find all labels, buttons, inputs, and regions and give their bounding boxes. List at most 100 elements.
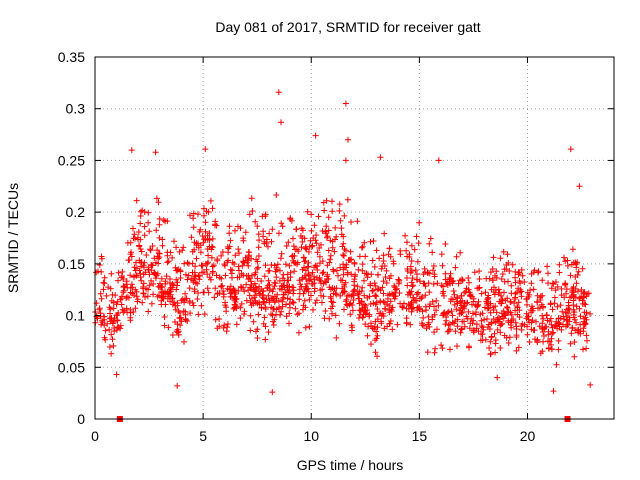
data-point bbox=[375, 285, 382, 292]
data-point bbox=[124, 284, 131, 291]
data-point bbox=[342, 279, 349, 286]
data-point bbox=[323, 234, 330, 241]
data-point bbox=[548, 285, 555, 292]
data-point bbox=[204, 285, 211, 292]
data-point bbox=[416, 219, 423, 226]
data-point bbox=[451, 301, 458, 308]
data-point bbox=[567, 146, 574, 153]
data-point bbox=[298, 283, 305, 290]
data-point bbox=[264, 282, 271, 289]
data-point bbox=[519, 272, 526, 279]
data-point bbox=[433, 297, 440, 304]
data-point bbox=[155, 283, 162, 290]
data-point bbox=[438, 342, 445, 349]
data-point bbox=[308, 243, 315, 250]
data-point bbox=[367, 238, 374, 245]
data-point bbox=[320, 199, 327, 206]
data-point bbox=[367, 280, 374, 287]
data-point bbox=[412, 267, 419, 274]
data-point bbox=[202, 260, 209, 267]
data-point bbox=[503, 304, 510, 310]
data-point bbox=[169, 295, 175, 302]
data-point bbox=[140, 284, 146, 290]
data-point bbox=[543, 323, 550, 330]
data-point bbox=[569, 246, 576, 253]
data-point bbox=[174, 326, 181, 333]
data-point bbox=[326, 315, 333, 322]
data-point bbox=[148, 262, 155, 269]
data-point bbox=[407, 263, 414, 270]
data-point bbox=[250, 300, 257, 307]
data-point bbox=[396, 290, 403, 296]
data-point bbox=[302, 267, 309, 274]
data-point bbox=[425, 280, 432, 287]
data-point bbox=[420, 314, 427, 321]
data-point bbox=[209, 205, 216, 212]
data-point bbox=[276, 305, 282, 312]
data-point bbox=[581, 300, 588, 307]
data-point bbox=[475, 328, 482, 335]
data-point bbox=[411, 246, 418, 253]
data-point bbox=[387, 298, 394, 305]
data-point bbox=[165, 324, 172, 331]
data-point bbox=[126, 257, 133, 264]
data-point bbox=[161, 314, 168, 320]
data-point bbox=[241, 288, 248, 295]
data-point bbox=[465, 308, 472, 315]
data-point bbox=[227, 283, 234, 290]
data-point bbox=[193, 255, 200, 262]
data-point bbox=[507, 299, 514, 305]
data-point bbox=[290, 287, 297, 294]
data-point bbox=[573, 264, 580, 271]
data-point bbox=[438, 251, 445, 258]
data-point bbox=[490, 254, 497, 261]
data-point bbox=[172, 306, 179, 313]
data-point bbox=[574, 259, 581, 266]
data-point bbox=[578, 286, 585, 293]
data-point bbox=[410, 294, 417, 301]
x-axis-label: GPS time / hours bbox=[297, 457, 404, 473]
data-point bbox=[342, 157, 349, 164]
data-point bbox=[162, 280, 169, 287]
data-point bbox=[103, 292, 110, 299]
data-points bbox=[92, 89, 594, 396]
data-point bbox=[315, 213, 322, 220]
data-point bbox=[221, 322, 228, 329]
data-point bbox=[248, 195, 255, 202]
data-point bbox=[332, 224, 339, 231]
data-point bbox=[511, 296, 518, 302]
data-point bbox=[487, 338, 494, 345]
data-point bbox=[579, 265, 586, 272]
data-point bbox=[348, 219, 354, 225]
data-point bbox=[123, 295, 130, 302]
data-point bbox=[141, 232, 148, 239]
data-point bbox=[390, 258, 397, 265]
data-point bbox=[255, 253, 262, 259]
data-point bbox=[224, 321, 231, 327]
data-point bbox=[349, 307, 356, 314]
y-tick-label: 0.05 bbox=[58, 359, 85, 375]
data-point bbox=[177, 322, 184, 329]
data-point bbox=[314, 249, 321, 256]
data-point bbox=[457, 249, 464, 256]
data-point bbox=[330, 290, 337, 297]
data-point bbox=[414, 258, 421, 265]
data-point bbox=[266, 267, 273, 274]
data-point bbox=[420, 322, 427, 329]
data-point bbox=[192, 279, 199, 286]
data-point bbox=[470, 295, 477, 302]
data-point bbox=[259, 291, 266, 298]
data-point bbox=[310, 306, 316, 313]
data-point bbox=[327, 295, 334, 302]
data-point bbox=[256, 290, 263, 297]
data-point bbox=[345, 136, 351, 143]
data-point bbox=[355, 266, 362, 273]
data-point bbox=[319, 299, 325, 306]
data-point bbox=[356, 253, 363, 260]
data-point bbox=[135, 229, 142, 235]
data-point bbox=[515, 269, 522, 276]
data-point bbox=[178, 297, 185, 304]
data-point bbox=[386, 275, 393, 282]
data-point bbox=[553, 361, 560, 368]
data-point bbox=[309, 242, 316, 249]
